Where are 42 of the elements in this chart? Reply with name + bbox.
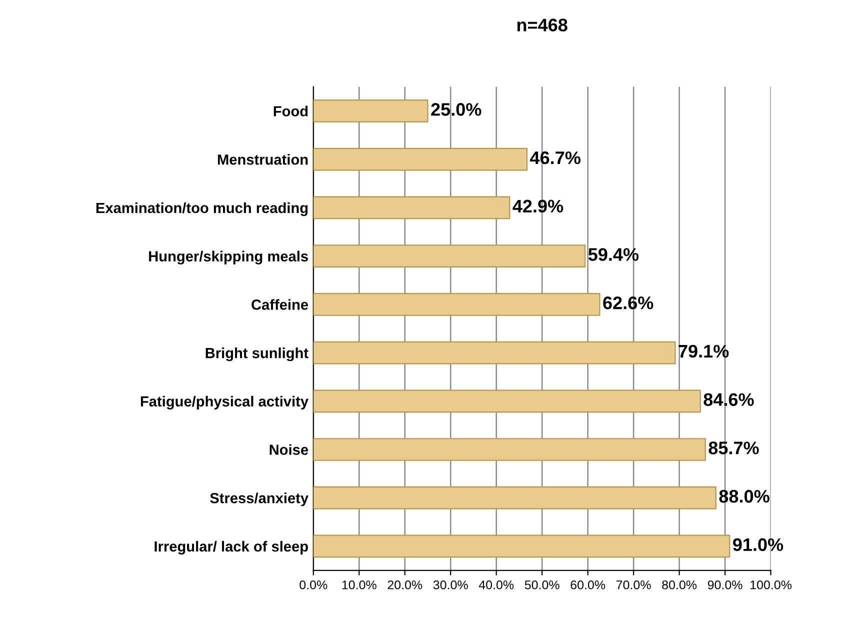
bar	[313, 390, 701, 413]
y-tick-label: Fatigue/physical activity	[140, 396, 308, 410]
bar	[313, 244, 586, 268]
chart-title: n=468	[517, 18, 568, 32]
bar	[313, 100, 428, 122]
x-tick-label: 80.0%	[662, 580, 697, 590]
x-tick-label: 60.0%	[570, 580, 606, 590]
data-label: 62.6%	[603, 296, 654, 310]
data-label: 91.0%	[733, 538, 784, 552]
bar	[313, 148, 528, 171]
bar	[313, 438, 706, 461]
y-tick-label: Irregular/ lack of sleep	[154, 540, 308, 555]
y-tick-label: Bright sunlight	[206, 347, 308, 362]
x-tick-label: 10.0%	[342, 580, 376, 590]
y-tick-label: Caffeine	[252, 299, 308, 310]
bar	[313, 341, 676, 364]
y-tick-label: Examination/too much reading	[96, 202, 308, 216]
data-label: 88.0%	[719, 490, 770, 503]
x-tick-label: 90.0%	[708, 580, 742, 590]
bar	[313, 196, 510, 220]
data-label: 79.1%	[678, 344, 729, 358]
bar	[313, 292, 600, 316]
data-label: 42.9%	[512, 200, 564, 213]
y-tick-label: Noise	[270, 444, 308, 455]
x-tick-label: 20.0%	[388, 580, 422, 590]
x-tick-label: 30.0%	[433, 580, 468, 590]
data-label: 25.0%	[431, 103, 482, 116]
x-tick-label: 0.0%	[300, 580, 328, 590]
data-label: 46.7%	[530, 151, 580, 164]
y-tick-label: Stress/anxiety	[210, 492, 308, 506]
bar	[313, 534, 730, 558]
x-tick-label: 50.0%	[524, 580, 560, 590]
x-tick-label: 70.0%	[616, 580, 651, 590]
bar	[313, 486, 716, 510]
data-label: 85.7%	[708, 442, 759, 454]
y-tick-label: Food	[274, 106, 308, 116]
data-label: 84.6%	[704, 393, 754, 406]
x-tick-label: 100.0%	[750, 580, 792, 590]
y-tick-label: Hunger/skipping meals	[149, 250, 308, 264]
x-tick-label: 40.0%	[478, 580, 514, 590]
data-label: 59.4%	[588, 248, 639, 261]
y-tick-label: Menstruation	[218, 154, 308, 165]
